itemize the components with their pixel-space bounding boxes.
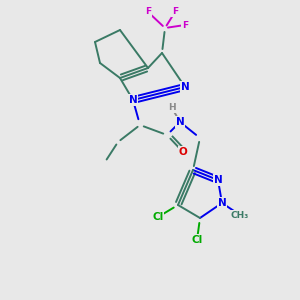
- Text: N: N: [181, 82, 189, 92]
- Text: O: O: [178, 147, 188, 157]
- Text: CH₃: CH₃: [231, 211, 249, 220]
- Text: H: H: [168, 103, 176, 112]
- Text: N: N: [176, 117, 184, 127]
- Text: Cl: Cl: [191, 235, 203, 245]
- Text: F: F: [145, 8, 151, 16]
- Text: N: N: [218, 198, 226, 208]
- Text: N: N: [214, 175, 222, 185]
- Text: F: F: [182, 20, 188, 29]
- Text: N: N: [129, 95, 137, 105]
- Text: Cl: Cl: [152, 212, 164, 222]
- Text: F: F: [172, 8, 178, 16]
